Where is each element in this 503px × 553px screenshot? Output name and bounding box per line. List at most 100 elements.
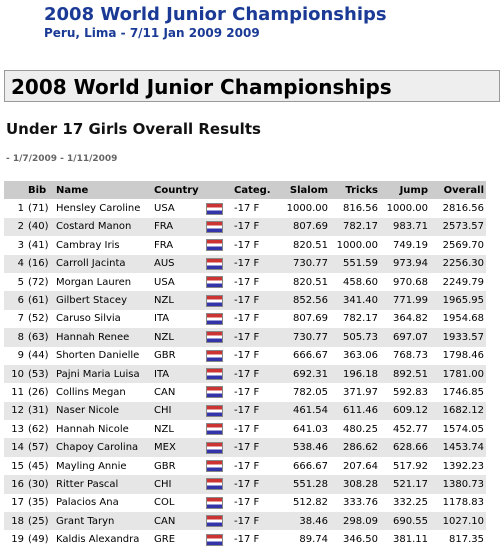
table-cell: 10 [4,364,26,384]
header-subtitle: Peru, Lima - 7/11 Jan 2009 2009 [44,26,260,40]
table-cell: 341.40 [330,291,380,310]
table-cell: 4 [4,254,26,273]
table-row: 2 (40) Costard Manon FRA -17 F 807.69 782.17 98… [4,217,486,237]
table-cell: 2 [4,217,26,237]
flag-cell [204,273,232,291]
table-cell: 13 [11,423,24,435]
header-cell: Slalom [280,181,330,200]
table-row: 16 (30) Ritter Pascal CHI -17 F 551.28 308.28 5… [4,475,486,494]
table-cell: 820.51 [293,239,328,251]
header-cell [204,181,232,200]
table-cell: 346.50 [343,534,378,546]
banner: 2008 World Junior Championships [4,70,500,102]
table-cell: 9 [17,350,24,362]
flag-icon [206,515,223,528]
table-cell: 12 [4,401,26,421]
table-cell: 452.77 [393,423,428,435]
table-cell: (57) [26,438,54,457]
table-cell: 3 [17,239,24,251]
table-row: 19 (49) Kaldis Alexandra GRE -17 F 89.74 346.5… [4,530,486,548]
table-row: 9 (44) Shorten Danielle GBR -17 F 666.67 363.0… [4,347,486,365]
table-cell: 38.46 [280,512,330,531]
table-cell: 89.74 [299,534,328,546]
table-row: 7 (52) Caruso Silvia ITA -17 F 807.69 782.17 36… [4,310,486,328]
table-cell: -17 F [234,276,260,288]
table-row: 3 (41) Cambray Iris FRA -17 F 820.51 1000.00 74… [4,236,486,254]
table-cell: (26) [28,386,49,398]
table-cell: 551.28 [280,475,330,494]
table-cell: 666.67 [293,350,328,362]
table-cell: Shorten Danielle [56,350,140,362]
flag-icon [206,312,223,325]
flag-cell [204,457,232,475]
header-cell [4,181,26,200]
table-cell: 983.71 [380,217,430,237]
table-cell: 2816.56 [442,203,484,215]
flag-cell [204,310,232,328]
table-cell: 381.11 [393,534,428,546]
table-cell: -17 F [232,401,280,421]
table-cell: (52) [28,313,49,325]
table-cell: 749.19 [393,239,428,251]
flag-cell [204,347,232,365]
header-cell: Country [152,181,204,200]
table-cell: Caruso Silvia [56,313,121,325]
table-cell: 1682.12 [430,401,486,421]
table-cell: 371.97 [343,386,378,398]
flag-icon [206,349,223,362]
header-cell: Categ. [232,181,280,200]
header-cell: Name [54,181,152,200]
table-cell: 16 [4,475,26,494]
table-cell: Hannah Renee [54,328,152,347]
table-cell: GBR [154,460,176,472]
table-cell: 1798.46 [442,350,484,362]
table-cell: 2569.70 [442,239,484,251]
table-cell: 298.09 [330,512,380,531]
table-cell: 551.59 [330,254,380,273]
table-cell: 8 [4,328,26,347]
table-cell: -17 F [234,386,260,398]
table-cell: 2573.57 [430,217,486,237]
table-cell: (45) [28,460,49,472]
table-cell: (16) [26,254,54,273]
flag-cell [204,530,232,548]
flag-icon [206,257,223,270]
table-cell: Collins Megan [56,386,126,398]
table-cell: 1965.95 [430,291,486,310]
table-cell: 207.64 [343,460,378,472]
table-cell: 1000.00 [336,239,378,251]
table-cell: 517.92 [393,460,428,472]
table-cell: Naser Nicole [54,401,152,421]
flag-icon [206,478,223,491]
table-cell: 17 [11,497,24,509]
table-cell: FRA [154,239,174,251]
table-cell: 14 [4,438,26,457]
table-cell: -17 F [234,203,260,215]
table-cell: 2249.79 [442,276,484,288]
flag-icon [206,441,223,454]
table-cell: GBR [154,350,176,362]
table-cell: 286.62 [330,438,380,457]
table-cell: -17 F [232,438,280,457]
table-cell: MEX [152,438,204,457]
flag-icon [206,202,223,215]
table-cell: (25) [26,512,54,531]
table-cell: 1746.85 [442,386,484,398]
flag-cell [204,438,232,457]
header-row: Bib Name Country Categ. Slalom Tricks Jump Over… [4,181,486,200]
table-cell: 2256.30 [430,254,486,273]
table-row: 11 (26) Collins Megan CAN -17 F 782.05 371.97 5… [4,383,486,401]
table-cell: (41) [28,239,49,251]
table-cell: 641.03 [293,423,328,435]
table-cell: 807.69 [293,313,328,325]
table-cell: Palacios Ana [56,497,119,509]
table-cell: -17 F [232,364,280,384]
section-title: Under 17 Girls Overall Results [6,120,261,138]
table-cell: -17 F [232,512,280,531]
table-row: 1 (71) Hensley Caroline USA -17 F 1000.00 816.… [4,199,486,217]
flag-icon [206,386,223,399]
table-cell: 697.07 [380,328,430,347]
table-cell: Grant Taryn [54,512,152,531]
table-cell: 5 [17,276,24,288]
table-cell: 611.46 [330,401,380,421]
